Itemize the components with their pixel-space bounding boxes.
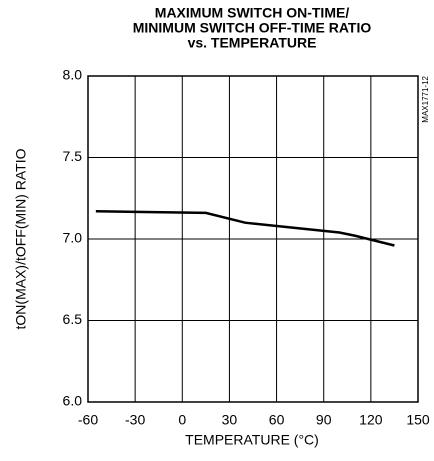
x-tick-label: 0 [178, 412, 186, 428]
y-tick-label: 7.5 [63, 148, 83, 164]
x-tick-label: 60 [269, 412, 285, 428]
x-tick-label: 150 [406, 412, 430, 428]
x-axis-label: TEMPERATURE (°C) [185, 432, 319, 448]
y-tick-label: 6.5 [63, 311, 83, 327]
data-line [95, 210, 395, 247]
y-tick-label: 8.0 [63, 67, 83, 83]
side-note: MAX1771-12 [421, 75, 430, 122]
plot-frame [87, 75, 419, 403]
x-tick-label: 90 [316, 412, 332, 428]
x-tick-label: 120 [359, 412, 383, 428]
y-axis-label: tON(MAX)/tOFF(MIN) RATIO [13, 148, 29, 329]
y-tick-label: 6.0 [63, 393, 83, 409]
x-tick-label: 30 [222, 412, 238, 428]
chart-title: MINIMUM SWITCH OFF-TIME RATIO [133, 20, 372, 36]
y-tick-label: 7.0 [63, 230, 83, 246]
x-tick-label: -60 [78, 412, 98, 428]
chart-title: MAXIMUM SWITCH ON-TIME/ [155, 5, 350, 21]
chart-title: vs. TEMPERATURE [188, 35, 317, 51]
x-tick-label: -30 [125, 412, 145, 428]
